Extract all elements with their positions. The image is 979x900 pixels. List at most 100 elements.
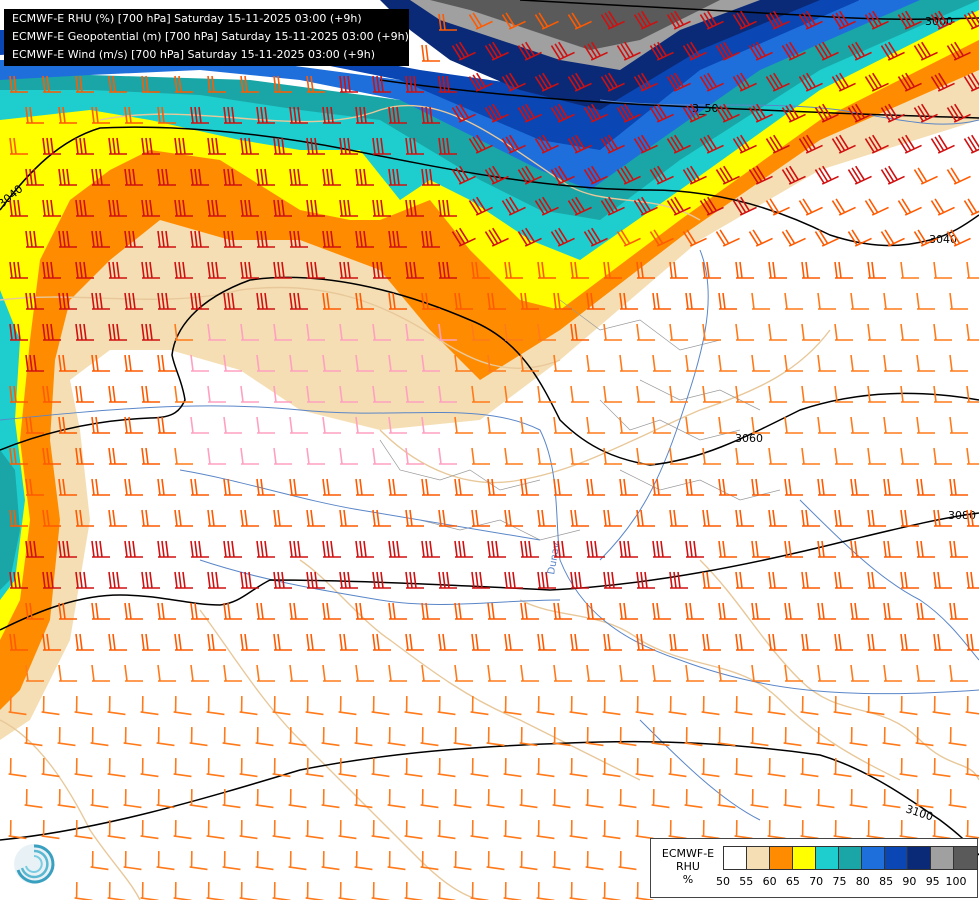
wind-barb bbox=[682, 103, 707, 123]
wind-barb bbox=[405, 323, 424, 341]
wind-barb bbox=[897, 198, 922, 216]
wind-barb bbox=[946, 167, 971, 185]
wind-barb bbox=[503, 696, 522, 716]
wind-barb bbox=[685, 602, 704, 620]
wind-barb bbox=[25, 540, 44, 558]
wind-barb bbox=[107, 820, 126, 840]
wind-barb bbox=[124, 540, 143, 558]
wind-barb bbox=[949, 292, 968, 310]
wind-barb bbox=[834, 447, 853, 465]
wind-barb bbox=[91, 478, 110, 496]
wind-barb bbox=[781, 165, 806, 185]
wind-barb bbox=[930, 10, 955, 30]
wind-barb bbox=[537, 571, 556, 589]
wind-barb bbox=[174, 509, 193, 527]
wind-barb bbox=[305, 696, 324, 716]
wind-barb bbox=[570, 509, 589, 527]
wind-barb bbox=[685, 354, 704, 372]
wind-barb bbox=[651, 727, 670, 747]
wind-barb bbox=[798, 198, 823, 216]
wind-barb bbox=[866, 696, 885, 716]
wind-barb bbox=[503, 820, 522, 840]
wind-barb bbox=[239, 758, 258, 778]
wind-barb bbox=[438, 385, 457, 403]
wind-barb bbox=[273, 75, 292, 93]
wind-barb bbox=[800, 696, 819, 716]
wind-barb bbox=[702, 385, 721, 403]
wind-barb bbox=[552, 727, 571, 747]
wind-barb bbox=[405, 75, 424, 93]
wind-barb bbox=[834, 385, 853, 403]
wind-barb bbox=[751, 292, 770, 310]
legend-model: ECMWF-E bbox=[661, 847, 715, 860]
wind-barb bbox=[255, 851, 274, 871]
wind-barb bbox=[833, 758, 852, 778]
wind-barb bbox=[583, 165, 608, 185]
wind-barb bbox=[355, 106, 374, 124]
legend-tick-label: 75 bbox=[832, 875, 847, 888]
wind-barb bbox=[190, 106, 209, 124]
wind-barb bbox=[732, 72, 757, 92]
border-balkan-2 bbox=[519, 599, 901, 781]
wind-barb bbox=[156, 727, 175, 747]
wind-barb bbox=[748, 103, 773, 123]
wind-barb bbox=[883, 292, 902, 310]
wind-barb bbox=[701, 758, 720, 778]
wind-barb bbox=[619, 540, 638, 558]
wind-barb bbox=[42, 509, 61, 527]
wind-barb bbox=[916, 354, 935, 372]
wind-barb bbox=[74, 696, 93, 716]
wind-barb bbox=[619, 664, 638, 682]
wind-barb bbox=[883, 602, 902, 620]
wind-barb bbox=[718, 478, 737, 496]
wind-barb bbox=[669, 447, 688, 465]
legend-tick-label: 90 bbox=[902, 875, 917, 888]
wind-barb bbox=[239, 882, 258, 900]
wind-barb bbox=[322, 230, 341, 248]
wind-barb bbox=[454, 602, 473, 620]
wind-barb bbox=[453, 789, 472, 809]
wind-barb bbox=[849, 727, 868, 747]
wind-barb bbox=[75, 633, 94, 651]
wind-barb bbox=[867, 633, 886, 651]
wind-barb bbox=[420, 789, 439, 809]
wind-barb bbox=[916, 416, 935, 434]
wind-barb bbox=[256, 106, 275, 124]
wind-barb bbox=[866, 758, 885, 778]
wind-barb bbox=[847, 41, 872, 61]
wind-barb bbox=[174, 571, 193, 589]
wind-barb bbox=[306, 261, 325, 279]
wind-barb bbox=[157, 106, 176, 124]
wind-barb bbox=[735, 261, 754, 279]
wind-barb bbox=[141, 633, 160, 651]
wind-barb bbox=[222, 727, 241, 747]
wind-barb bbox=[256, 168, 275, 186]
wind-barb bbox=[306, 75, 325, 93]
wind-barb bbox=[699, 72, 724, 92]
wind-barb bbox=[75, 385, 94, 403]
wind-barb bbox=[108, 571, 127, 589]
wind-barb bbox=[949, 540, 968, 558]
rhu-band-65 bbox=[0, 0, 979, 640]
wind-barb bbox=[699, 134, 724, 154]
wind-barb bbox=[519, 789, 538, 809]
wind-barb bbox=[732, 196, 757, 216]
wind-barb bbox=[487, 292, 506, 310]
wind-barb bbox=[388, 354, 407, 372]
wind-barb bbox=[586, 540, 605, 558]
wind-barb bbox=[717, 727, 736, 747]
legend-swatch bbox=[862, 847, 885, 869]
wind-barb bbox=[451, 227, 476, 247]
regional-border bbox=[559, 299, 721, 351]
wind-barb bbox=[765, 198, 790, 216]
wind-barb bbox=[570, 385, 589, 403]
wind-barb bbox=[355, 664, 374, 682]
wind-barb bbox=[273, 633, 292, 651]
wind-barb bbox=[553, 664, 572, 682]
wind-barb bbox=[124, 416, 143, 434]
wind-barb bbox=[388, 602, 407, 620]
wind-barb bbox=[550, 41, 575, 61]
wind-barb bbox=[468, 12, 493, 30]
wind-barb bbox=[438, 13, 457, 31]
wind-barb bbox=[717, 789, 736, 809]
